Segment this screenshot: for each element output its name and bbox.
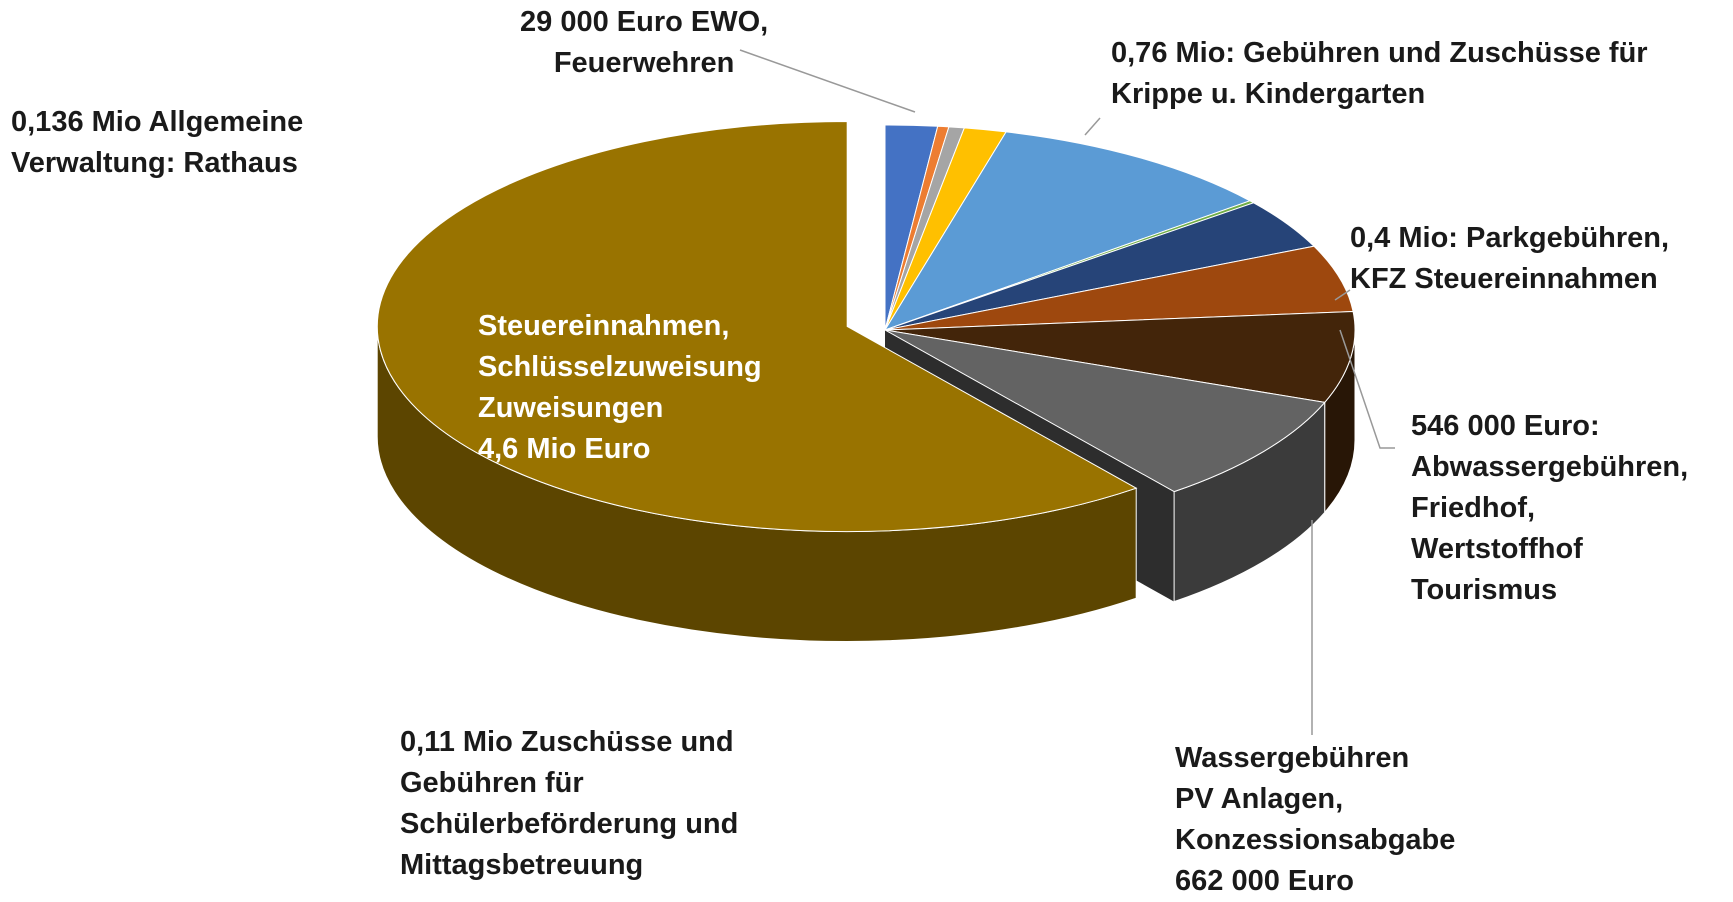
slice-label: 29 000 Euro EWO, Feuerwehren (520, 6, 769, 79)
slice-label: 0,4 Mio: Parkgebühren, KFZ Steuereinnahm… (1350, 222, 1670, 295)
slice-label: 546 000 Euro: Abwassergebühren, Friedhof… (1411, 410, 1689, 606)
slice-label: Steuereinnahmen, Schlüsselzuweisung Zuwe… (478, 310, 762, 465)
slice-label: Wassergebühren PV Anlagen, Konzessionsab… (1175, 742, 1456, 897)
leader-line (1334, 289, 1351, 301)
slice (376, 120, 1138, 532)
leader-line (739, 49, 916, 113)
leader-lines (739, 49, 1395, 735)
slice (883, 131, 1252, 331)
slice (884, 310, 1356, 403)
leader-line (1084, 117, 1101, 136)
slice (884, 329, 1326, 493)
slice-label: 0,76 Mio: Gebühren und Zuschüsse für Kri… (1111, 37, 1648, 110)
slice-label: 0,11 Mio Zuschüsse und Gebühren für Schü… (400, 726, 739, 881)
pie (376, 120, 1356, 642)
leader-line (1339, 329, 1395, 449)
slice (884, 245, 1354, 331)
slice-label: 0,136 Mio Allgemeine Verwaltung: Rathaus (11, 106, 304, 179)
